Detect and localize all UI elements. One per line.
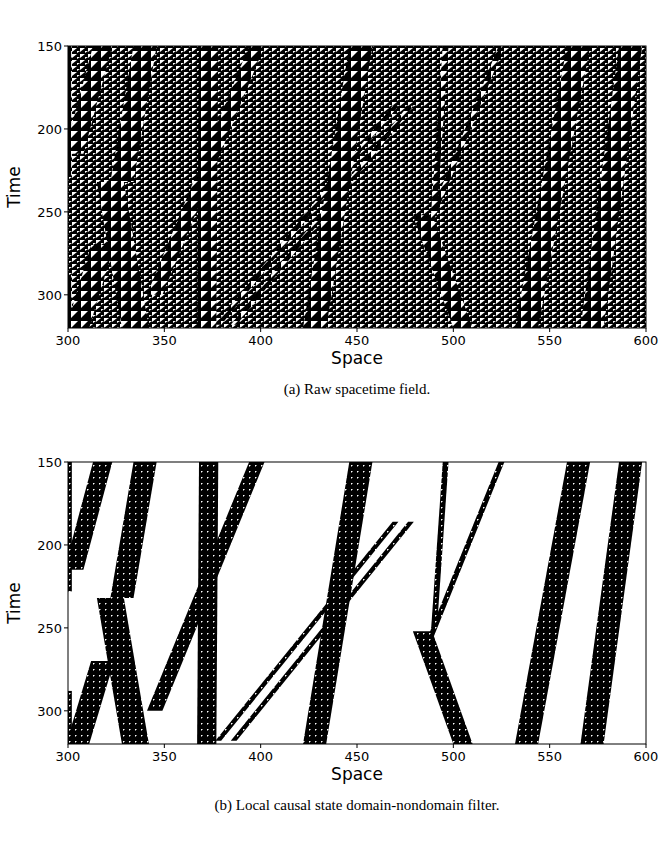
y-tick-label: 250 (37, 205, 62, 220)
x-tick (68, 744, 69, 748)
band (215, 106, 398, 325)
x-tick-label: 500 (441, 749, 466, 764)
bands (68, 462, 642, 744)
band (215, 522, 398, 741)
band (147, 462, 265, 711)
x-tick (357, 328, 358, 332)
band (68, 46, 112, 154)
y-tick (64, 294, 68, 295)
x-axis-title: Space (331, 348, 383, 368)
x-tick-label: 500 (441, 333, 466, 348)
x-tick (260, 744, 261, 748)
x-tick (453, 328, 454, 332)
band (413, 631, 473, 744)
band (423, 462, 504, 648)
y-axis-title: Time (4, 582, 24, 625)
x-tick (357, 744, 358, 748)
x-tick (646, 328, 647, 332)
x-tick-label: 350 (152, 749, 177, 764)
plot-bg (68, 462, 646, 744)
x-tick (164, 328, 165, 332)
x-tick (549, 328, 550, 332)
band (110, 46, 156, 182)
x-tick-label: 400 (248, 749, 273, 764)
caption: (b) Local causal state domain-nondomain … (215, 797, 500, 814)
y-tick (64, 544, 68, 545)
y-tick (64, 627, 68, 628)
panel: 300 350 400 450 500 550 600 150 200 250 300 Space Ti… (4, 39, 658, 398)
band (68, 661, 114, 744)
band (303, 462, 372, 744)
band (580, 462, 642, 744)
band (147, 46, 265, 295)
band (515, 46, 590, 328)
y-tick-label: 300 (37, 704, 62, 719)
y-tick-label: 150 (37, 39, 62, 54)
y-tick-label: 300 (37, 288, 62, 303)
x-tick-label: 550 (537, 333, 562, 348)
band (303, 46, 372, 328)
y-tick (64, 710, 68, 711)
band (68, 462, 112, 570)
bands (68, 46, 642, 328)
x-tick-label: 600 (634, 333, 659, 348)
frame (68, 462, 646, 744)
y-tick (64, 462, 68, 463)
x-tick (453, 744, 454, 748)
x-tick-label: 600 (634, 749, 659, 764)
x-tick (646, 744, 647, 748)
y-tick (64, 46, 68, 47)
frame (68, 46, 646, 328)
band (68, 46, 72, 175)
figure: 300 350 400 450 500 550 600 150 200 250 300 Space Ti… (0, 0, 666, 865)
band (413, 215, 473, 328)
x-tick-label: 300 (56, 749, 81, 764)
x-tick-label: 450 (345, 749, 370, 764)
y-axis-title: Time (4, 166, 24, 209)
band (580, 46, 642, 328)
y-tick-label: 150 (37, 455, 62, 470)
y-tick-label: 200 (37, 122, 62, 137)
band (515, 462, 590, 744)
y-tick (64, 128, 68, 129)
x-tick (549, 744, 550, 748)
x-tick (260, 328, 261, 332)
y-tick-label: 250 (37, 621, 62, 636)
x-axis-title: Space (331, 764, 383, 784)
panel: 300 350 400 450 500 550 600 150 200 250 300 Space Ti… (4, 455, 658, 814)
band (110, 462, 156, 598)
y-tick-label: 200 (37, 538, 62, 553)
x-tick-label: 550 (537, 749, 562, 764)
domain-texture (68, 46, 646, 328)
band (68, 462, 72, 591)
x-tick-label: 300 (56, 333, 81, 348)
x-tick-label: 350 (152, 333, 177, 348)
y-tick (64, 211, 68, 212)
caption: (a) Raw spacetime field. (284, 381, 431, 398)
x-tick (68, 328, 69, 332)
x-tick (164, 744, 165, 748)
band (68, 245, 114, 328)
x-tick-label: 400 (248, 333, 273, 348)
band (423, 46, 504, 232)
x-tick-label: 450 (345, 333, 370, 348)
